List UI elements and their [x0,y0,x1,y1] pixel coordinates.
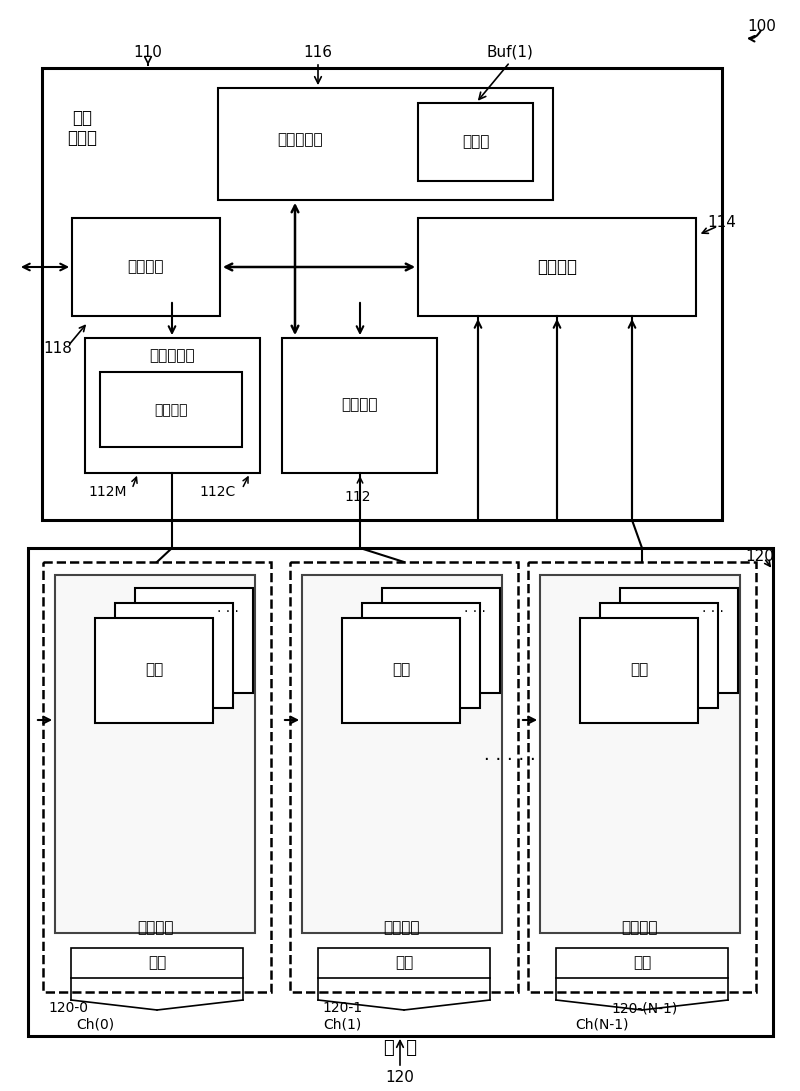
Text: 控制逃辑: 控制逃辑 [537,257,577,276]
Text: 120: 120 [746,549,774,563]
FancyBboxPatch shape [115,603,233,708]
Text: 闪存芯片: 闪存芯片 [137,921,174,935]
FancyBboxPatch shape [100,372,242,447]
Text: 120-(N-1): 120-(N-1) [612,1002,678,1015]
FancyBboxPatch shape [43,562,271,992]
FancyBboxPatch shape [85,338,260,473]
FancyBboxPatch shape [28,548,773,1036]
Text: 100: 100 [747,19,777,34]
Text: 通道: 通道 [633,956,651,971]
Text: 112M: 112M [89,485,127,499]
Text: 闪  存: 闪 存 [383,1039,417,1057]
Text: 120: 120 [386,1070,414,1086]
Text: · · ·: · · · [217,606,239,619]
Text: 区块: 区块 [412,647,430,662]
FancyBboxPatch shape [540,575,740,933]
Text: 通道: 通道 [148,956,166,971]
FancyBboxPatch shape [55,575,255,933]
Text: 区块: 区块 [650,647,668,662]
Text: 区块: 区块 [432,633,450,647]
Text: 缓冲器: 缓冲器 [462,134,490,149]
Text: · · ·: · · · [464,606,486,619]
Text: 114: 114 [707,215,737,229]
Text: 110: 110 [134,45,162,60]
FancyBboxPatch shape [342,618,460,723]
FancyBboxPatch shape [318,948,490,978]
Text: 区块: 区块 [165,647,183,662]
Text: 程序代码: 程序代码 [154,403,188,417]
FancyBboxPatch shape [95,618,213,723]
Text: Ch(1): Ch(1) [323,1018,361,1032]
FancyBboxPatch shape [302,575,502,933]
FancyBboxPatch shape [600,603,718,708]
FancyBboxPatch shape [135,588,253,693]
FancyBboxPatch shape [362,603,480,708]
Text: 微处理器: 微处理器 [342,397,378,412]
Text: 区块: 区块 [670,633,688,647]
Text: 区块: 区块 [630,662,648,678]
Text: 118: 118 [43,340,73,356]
Text: 缓冲存储器: 缓冲存储器 [277,132,323,147]
Text: 120-0: 120-0 [48,1002,88,1015]
Text: 接口逃辑: 接口逃辑 [128,260,164,275]
FancyBboxPatch shape [290,562,518,992]
Text: 通道: 通道 [395,956,413,971]
Text: 120-1: 120-1 [322,1002,362,1015]
FancyBboxPatch shape [418,218,696,316]
FancyBboxPatch shape [282,338,437,473]
Text: Ch(N-1): Ch(N-1) [575,1018,629,1032]
FancyBboxPatch shape [528,562,756,992]
FancyBboxPatch shape [580,618,698,723]
FancyBboxPatch shape [382,588,500,693]
FancyBboxPatch shape [42,68,722,520]
Text: 闪存芯片: 闪存芯片 [384,921,420,935]
FancyBboxPatch shape [556,948,728,978]
FancyBboxPatch shape [620,588,738,693]
Text: 116: 116 [303,45,333,60]
Text: 112: 112 [345,490,371,504]
Text: Ch(0): Ch(0) [76,1018,114,1032]
FancyBboxPatch shape [72,218,220,316]
FancyBboxPatch shape [418,103,533,181]
Text: 区块: 区块 [392,662,410,678]
Text: 区块: 区块 [145,662,163,678]
Text: 区块: 区块 [185,633,203,647]
Text: Buf(1): Buf(1) [486,45,534,60]
Text: 闪存芯片: 闪存芯片 [622,921,658,935]
Text: · · · · ·: · · · · · [484,751,536,769]
FancyBboxPatch shape [71,948,243,978]
Text: · · ·: · · · [702,606,724,619]
Text: 只读存储器: 只读存储器 [149,348,195,363]
Text: 112C: 112C [200,485,236,499]
Text: 内存
控制器: 内存 控制器 [67,109,97,147]
FancyBboxPatch shape [218,88,553,200]
